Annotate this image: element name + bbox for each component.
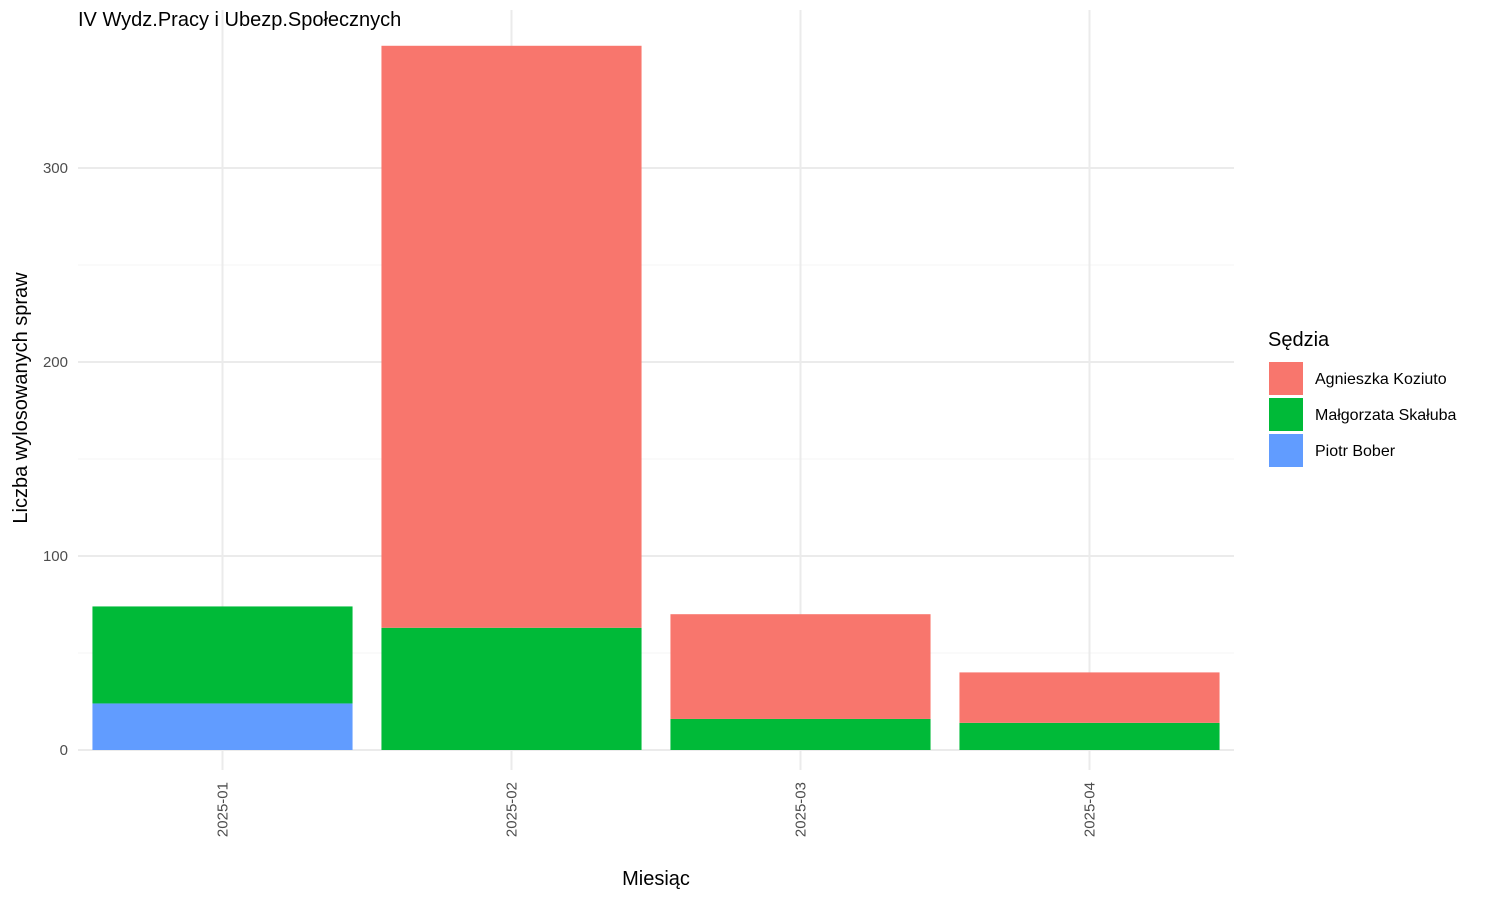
x-tick-label: 2025-04 — [1082, 782, 1099, 837]
legend-label: Piotr Bober — [1315, 443, 1396, 460]
y-axis-ticks: 0 100 200 300 — [43, 160, 68, 759]
y-tick-label: 0 — [60, 742, 68, 759]
bar-segment — [959, 722, 1220, 750]
legend-title: Sędzia — [1268, 329, 1330, 351]
y-tick-label: 300 — [43, 160, 68, 177]
legend-swatch — [1269, 362, 1303, 395]
y-axis-title: Liczba wylosowanych spraw — [10, 272, 32, 524]
legend-label: Agnieszka Koziuto — [1315, 371, 1447, 388]
legend-swatch — [1269, 398, 1303, 431]
legend: Sędzia Agnieszka Koziuto Małgorzata Skału… — [1268, 329, 1457, 467]
x-tick-label: 2025-03 — [793, 782, 810, 837]
bar-segment — [381, 45, 642, 628]
x-tick-label: 2025-01 — [215, 782, 232, 837]
bar-segment — [92, 606, 353, 704]
legend-items: Agnieszka Koziuto Małgorzata Skałuba Piotr… — [1269, 362, 1457, 467]
x-tick-label: 2025-02 — [504, 782, 521, 837]
chart-title: IV Wydz.Pracy i Ubezp.Społecznych — [78, 9, 401, 31]
y-tick-label: 200 — [43, 354, 68, 371]
x-axis-title: Miesiąc — [622, 868, 690, 890]
y-tick-label: 100 — [43, 548, 68, 565]
bar-segment — [92, 703, 353, 750]
bar-segment — [670, 718, 931, 750]
legend-swatch — [1269, 434, 1303, 467]
x-axis-ticks: 2025-01 2025-02 2025-03 2025-04 — [215, 782, 1099, 837]
bars — [92, 45, 1220, 750]
legend-label: Małgorzata Skałuba — [1315, 407, 1457, 424]
bar-segment — [959, 672, 1220, 723]
bar-segment — [381, 627, 642, 750]
bar-segment — [670, 614, 931, 719]
